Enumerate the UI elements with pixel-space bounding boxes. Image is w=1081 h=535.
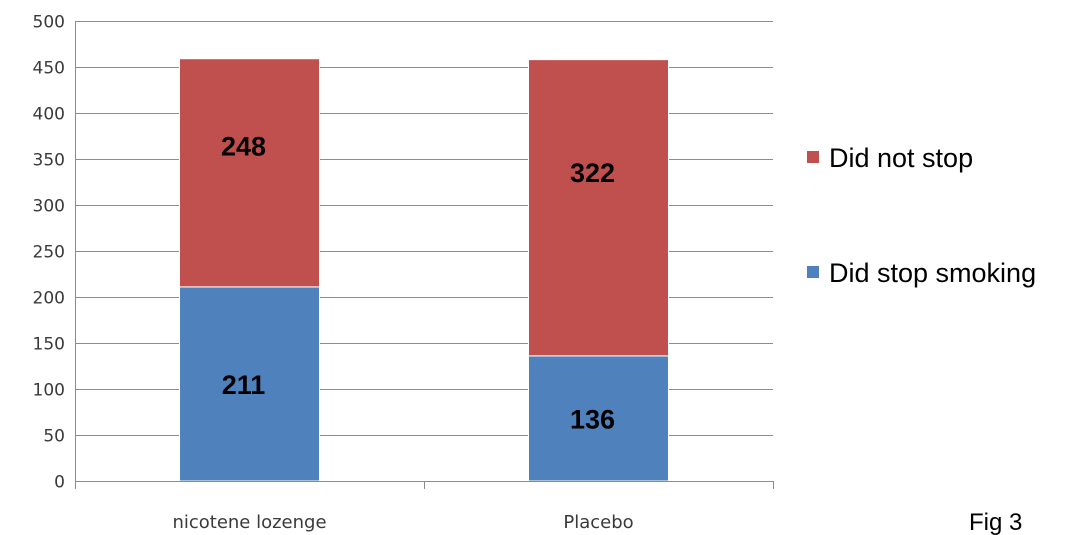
data-label: 248	[221, 131, 266, 161]
y-tick-label: 350	[33, 151, 65, 171]
y-tick-label: 500	[33, 13, 65, 33]
axes	[75, 21, 774, 489]
y-tick-label: 250	[33, 243, 65, 263]
data-label: 322	[570, 158, 615, 188]
x-category-label: nicotene lozenge	[172, 512, 326, 533]
legend-swatch	[807, 151, 819, 163]
x-category-labels: nicotene lozenge Placebo	[172, 512, 633, 533]
bar-segment-not-stopped-2	[528, 59, 669, 357]
x-category-label: Placebo	[563, 512, 633, 533]
y-tick-label: 0	[54, 473, 65, 493]
data-label: 136	[570, 404, 615, 434]
bar-segment-not-stopped-1	[179, 58, 320, 288]
legend-swatch	[807, 266, 819, 278]
legend: Did not stop Did stop smoking	[807, 143, 1036, 288]
y-tick-label: 50	[43, 427, 65, 447]
legend-label: Did stop smoking	[829, 258, 1036, 288]
y-tick-labels: 0 50 100 150 200 250 300 350 400 450 500	[33, 13, 65, 493]
y-tick-label: 100	[33, 381, 65, 401]
y-tick-label: 400	[33, 105, 65, 125]
data-label: 211	[222, 370, 266, 400]
legend-label: Did not stop	[829, 143, 973, 173]
y-tick-label: 200	[33, 289, 65, 309]
y-tick-label: 150	[33, 335, 65, 355]
figure-caption: Fig 3	[969, 509, 1022, 535]
y-tick-label: 300	[33, 197, 65, 217]
data-labels: 211 248 136 322	[221, 131, 615, 434]
y-tick-label: 450	[33, 59, 65, 79]
